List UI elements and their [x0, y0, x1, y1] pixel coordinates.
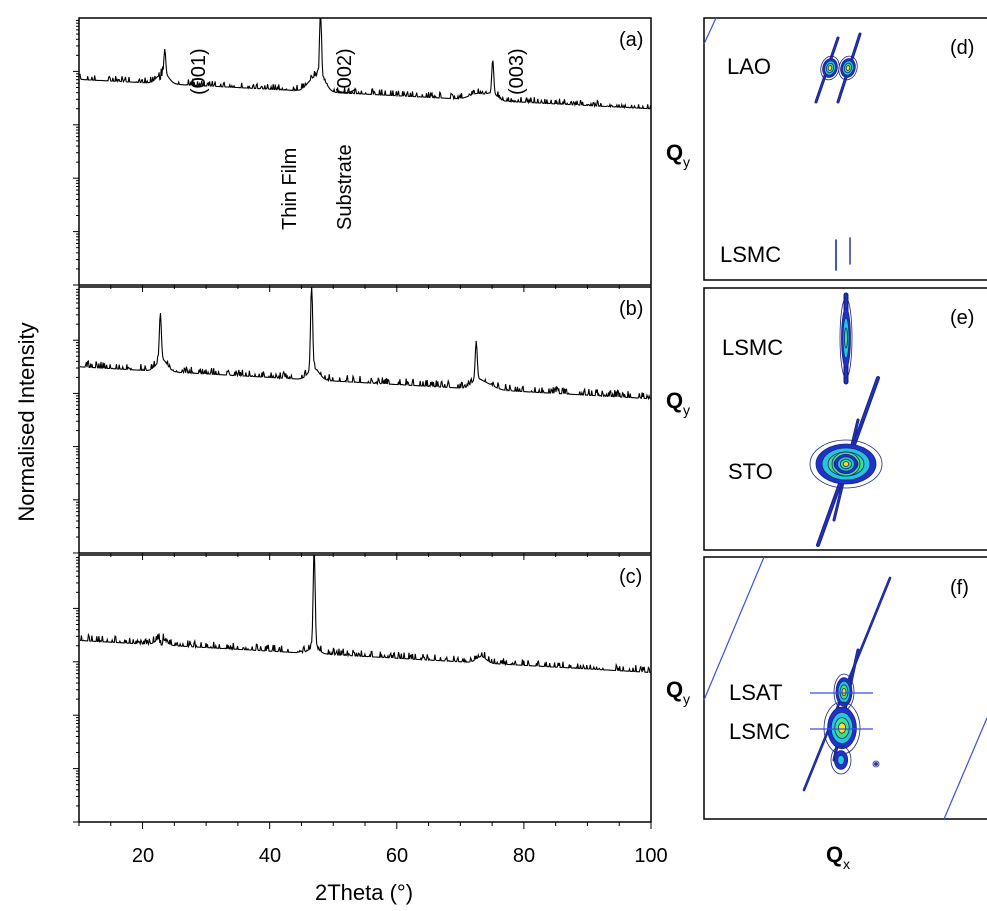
plot-frame — [78, 286, 652, 554]
xrd-panel-b — [73, 286, 652, 560]
rsm-panel-e: (e) LSMC STO — [703, 287, 987, 551]
plot-frame — [78, 554, 652, 823]
qy-subscript: y — [683, 402, 690, 418]
qx-label: Q x — [826, 842, 850, 872]
x-ticks — [78, 822, 652, 829]
contour-level — [838, 722, 846, 734]
peak-label-003: (003) — [506, 48, 528, 95]
contour-level — [872, 760, 880, 768]
substrate-label: Substrate — [334, 144, 356, 230]
contour-peak — [820, 55, 840, 81]
contour-peak — [872, 760, 880, 768]
xrd-panel-c — [73, 554, 652, 829]
xrd-panel-a — [73, 17, 652, 292]
contour-group — [814, 32, 862, 271]
map-label-lao: LAO — [727, 54, 771, 79]
contour-peak — [839, 297, 853, 379]
qy-letter: Q — [666, 388, 683, 413]
y-log-ticks — [73, 19, 79, 286]
qy-subscript: y — [683, 154, 690, 170]
qy-label-f: Q y — [666, 677, 690, 707]
contour-level — [831, 451, 861, 477]
map-label-sto: STO — [728, 459, 773, 484]
contour-group — [802, 576, 892, 792]
panel-label-e: (e) — [950, 307, 974, 329]
y-axis-label: Normalised Intensity — [14, 322, 39, 521]
map-label-lsmc-e: LSMC — [722, 335, 783, 360]
contour-level — [842, 461, 850, 467]
reference-line — [703, 17, 717, 45]
panel-label-c: (c) — [619, 566, 642, 588]
xrd-trace — [80, 554, 651, 674]
contour-level — [845, 65, 851, 71]
contour-level — [838, 55, 858, 81]
panel-label-a: (a) — [619, 29, 643, 51]
contour-level — [809, 439, 883, 489]
rsm-panel-d: (d) LAO LSMC — [703, 17, 987, 281]
panel-label-b: (b) — [619, 298, 643, 320]
contour-level — [837, 754, 845, 766]
y-log-ticks — [73, 288, 79, 554]
y-log-ticks — [73, 556, 79, 823]
map-label-lsmc-d: LSMC — [720, 242, 781, 267]
reference-line — [703, 556, 765, 701]
x-tick-label: 40 — [259, 845, 281, 867]
qx-subscript: x — [843, 856, 850, 872]
rsm-panel-f: (f) LSAT LSMC — [703, 556, 987, 820]
peak-label-001: (001) — [188, 48, 210, 95]
x-ticks — [78, 553, 652, 560]
x-tick-labels: 20 40 60 80 100 — [132, 845, 668, 867]
x-axis-label: 2Theta (°) — [315, 880, 413, 905]
contour-peak — [838, 55, 858, 81]
panel-label-d: (d) — [950, 37, 974, 59]
contour-peak — [831, 451, 861, 477]
qy-label-d: Q y — [666, 140, 690, 170]
map-label-lsat: LSAT — [729, 680, 782, 705]
contour-peak — [833, 673, 855, 711]
x-ticks — [78, 285, 652, 292]
qy-letter: Q — [666, 140, 683, 165]
qx-letter: Q — [826, 842, 843, 867]
qy-letter: Q — [666, 677, 683, 702]
x-tick-label: 80 — [513, 845, 535, 867]
contour-level — [839, 297, 853, 379]
contour-peak — [823, 701, 861, 755]
thin-film-label: Thin Film — [279, 148, 301, 230]
x-tick-label: 60 — [386, 845, 408, 867]
contour-level — [830, 745, 852, 775]
reference-line — [943, 717, 987, 820]
contour-level — [841, 688, 847, 696]
contour-level — [844, 327, 848, 349]
contour-level — [827, 65, 833, 71]
x-tick-label: 20 — [132, 845, 154, 867]
qy-subscript: y — [683, 691, 690, 707]
contour-level — [874, 762, 878, 766]
x-tick-label: 100 — [634, 845, 667, 867]
xrd-trace — [79, 286, 651, 401]
xrd-trace — [79, 17, 652, 110]
qy-label-e: Q y — [666, 388, 690, 418]
plot-frame — [78, 17, 652, 286]
contour-group — [809, 292, 883, 547]
peak-label-002: (002) — [334, 48, 356, 95]
panel-label-f: (f) — [950, 577, 969, 599]
contour-peak — [830, 745, 852, 775]
map-label-lsmc-f: LSMC — [729, 719, 790, 744]
